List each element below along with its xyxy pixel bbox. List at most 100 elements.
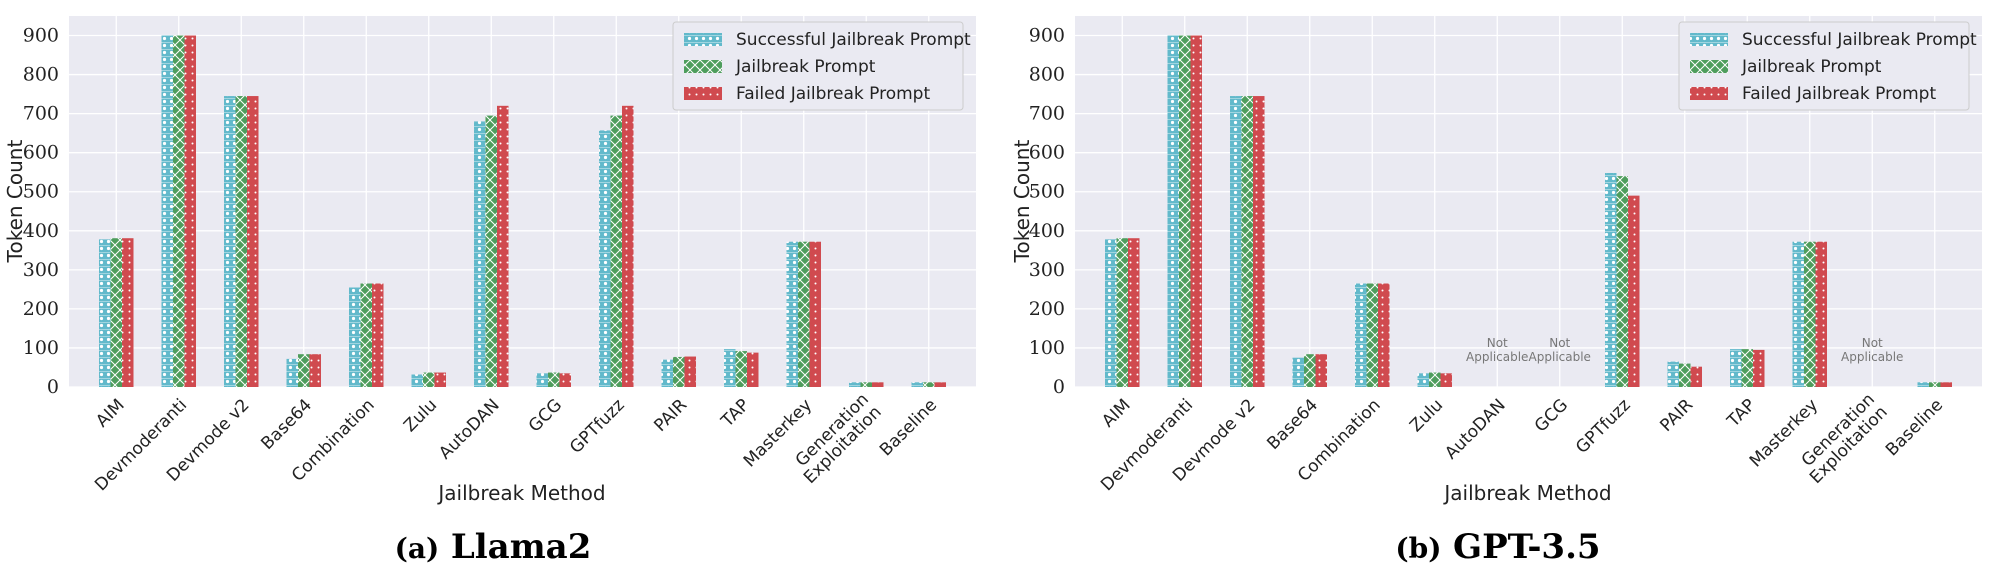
bar-gptfuzz-jailbreak — [1616, 176, 1628, 387]
y-tick-label: 600 — [23, 142, 59, 164]
not-applicable-label-generation-exploitation: Not Applicable — [1841, 336, 1903, 364]
bar-tap-successful — [724, 349, 736, 387]
legend-swatch-failed — [1690, 87, 1728, 100]
bar-devmode-v2-failed — [1253, 96, 1265, 387]
bar-gptfuzz-jailbreak — [610, 115, 622, 387]
x-tick-label-gcg: GCG — [525, 395, 566, 436]
bar-aim-failed — [122, 238, 134, 387]
y-tick-label: 600 — [1029, 142, 1065, 164]
bar-baseline-successful — [911, 382, 923, 387]
y-tick-label: 100 — [1029, 337, 1065, 359]
bar-tap-failed — [1753, 349, 1765, 387]
x-tick-label-autodan: AutoDAN — [435, 395, 503, 463]
bar-devmode-v2-jailbreak — [1241, 96, 1253, 387]
bar-generation-exploitation-jailbreak — [860, 382, 872, 387]
bar-base64-failed — [309, 354, 321, 387]
legend: Successful Jailbreak Prompt Jailbreak Pr… — [1678, 21, 1977, 111]
bar-aim-failed — [1128, 238, 1140, 387]
y-tick-label: 300 — [23, 259, 59, 281]
bar-tap-successful — [1730, 349, 1742, 387]
x-tick-label-tap: TAP — [717, 395, 754, 432]
bar-masterkey-failed — [1815, 241, 1827, 387]
caption-prefix: (a) — [395, 532, 440, 565]
bar-generation-exploitation-successful — [849, 382, 861, 387]
bar-gptfuzz-failed — [1628, 195, 1640, 387]
bar-baseline-successful — [1917, 382, 1929, 387]
bar-combination-jailbreak — [360, 283, 372, 387]
y-tick-label: 900 — [23, 25, 59, 47]
x-tick-label-base64: Base64 — [1263, 395, 1322, 454]
bar-gcg-jailbreak — [548, 372, 560, 387]
legend-swatch-successful — [684, 33, 722, 46]
bar-devmode-v2-successful — [224, 96, 236, 387]
bar-baseline-failed — [934, 382, 946, 387]
legend-label-failed: Failed Jailbreak Prompt — [1742, 84, 1936, 104]
bar-masterkey-jailbreak — [798, 241, 810, 387]
y-tick-label: 200 — [23, 298, 59, 320]
x-tick-label-baseline: Baseline — [876, 395, 941, 460]
bar-aim-successful — [1105, 239, 1117, 387]
bar-aim-jailbreak — [110, 238, 122, 387]
bar-base64-jailbreak — [298, 354, 310, 387]
bar-baseline-jailbreak — [923, 382, 935, 387]
legend: Successful Jailbreak Prompt Jailbreak Pr… — [672, 21, 971, 111]
bar-devmode-v2-failed — [247, 96, 259, 387]
bar-pair-successful — [1667, 361, 1679, 387]
bar-aim-jailbreak — [1116, 238, 1128, 387]
x-tick-label-baseline: Baseline — [1882, 395, 1947, 460]
y-tick-label: 0 — [1053, 376, 1065, 398]
x-axis-label: Jailbreak Method — [436, 481, 605, 505]
x-tick-label-pair: PAIR — [1656, 395, 1697, 436]
y-tick-label: 500 — [1029, 181, 1065, 203]
bar-gcg-successful — [536, 373, 548, 387]
bar-combination-successful — [1355, 283, 1367, 387]
figure-caption: (b) GPT-3.5 — [1395, 527, 1600, 567]
y-tick-label: 0 — [47, 376, 59, 398]
bar-combination-failed — [372, 283, 384, 387]
legend-swatch-jailbreak — [1690, 60, 1728, 73]
not-applicable-label-gcg: Not Applicable — [1529, 336, 1591, 364]
bar-base64-failed — [1315, 354, 1327, 387]
y-tick-labels: 0 100 200 300 400 500 600 700 800 900 — [1029, 25, 1065, 398]
bar-devmoderanti-failed — [184, 35, 196, 388]
bar-pair-jailbreak — [1679, 363, 1691, 387]
bar-autodan-jailbreak — [485, 115, 497, 387]
figure-caption: (a) Llama2 — [395, 527, 592, 567]
bar-combination-jailbreak — [1366, 283, 1378, 387]
bar-zulu-jailbreak — [1429, 372, 1441, 387]
bar-generation-exploitation-failed — [872, 382, 884, 387]
legend-label-successful: Successful Jailbreak Prompt — [736, 30, 971, 50]
bar-pair-jailbreak — [673, 356, 685, 387]
bar-devmoderanti-failed — [1190, 35, 1202, 388]
y-tick-labels: 0 100 200 300 400 500 600 700 800 900 — [23, 25, 59, 398]
bar-gcg-failed — [559, 373, 571, 387]
legend-label-jailbreak: Jailbreak Prompt — [735, 57, 876, 77]
y-tick-label: 400 — [1029, 220, 1065, 242]
y-tick-label: 700 — [1029, 103, 1065, 125]
x-tick-label-gptfuzz: GPTfuzz — [566, 395, 629, 458]
y-tick-label: 400 — [23, 220, 59, 242]
legend-box — [672, 21, 964, 111]
bar-zulu-failed — [434, 372, 446, 387]
y-tick-label: 500 — [23, 181, 59, 203]
bar-masterkey-successful — [1792, 241, 1804, 387]
bar-devmoderanti-successful — [1167, 35, 1179, 388]
bar-base64-jailbreak — [1304, 354, 1316, 387]
bar-pair-successful — [661, 359, 673, 387]
x-tick-label-gcg: GCG — [1531, 395, 1572, 436]
bar-zulu-failed — [1440, 373, 1452, 387]
bar-autodan-failed — [497, 105, 509, 388]
y-tick-label: 200 — [1029, 298, 1065, 320]
bar-gptfuzz-successful — [599, 130, 611, 388]
caption-prefix: (b) — [1395, 532, 1441, 565]
bar-devmoderanti-jailbreak — [1179, 35, 1191, 388]
bar-autodan-successful — [474, 121, 486, 387]
bar-devmode-v2-jailbreak — [235, 96, 247, 387]
x-tick-label-zulu: Zulu — [400, 395, 441, 436]
y-tick-label: 300 — [1029, 259, 1065, 281]
bar-gptfuzz-failed — [622, 105, 634, 388]
legend-box — [1678, 21, 1970, 111]
bar-base64-successful — [1292, 357, 1304, 387]
x-axis-label: Jailbreak Method — [1442, 481, 1611, 505]
